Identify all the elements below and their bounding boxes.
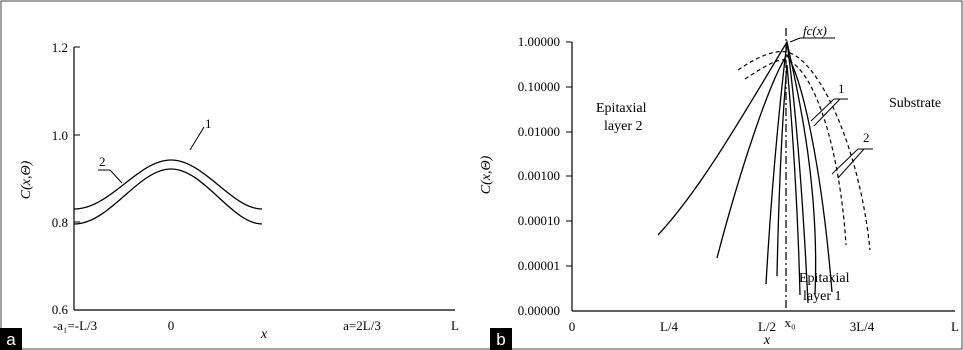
panel-b-fc-label: fc(x) — [803, 23, 827, 38]
panel-b-label-box — [490, 328, 512, 350]
panel-b-series-1-inner — [716, 53, 833, 293]
panel-b-curve-1-leader-b — [813, 98, 841, 127]
panel-b-annotation-epitaxial-layer-1-line1: Epitaxial — [799, 271, 850, 286]
panel-a-x-tick-label: a=2L/3 — [343, 318, 381, 333]
panel-b-x-tick-label: L/4 — [660, 319, 679, 334]
panel-a-x-tick-label: L — [451, 318, 459, 333]
panel-a: 1.2 1.0 0.8 0.6 -a₁=-L/3 0 a=2L/3 L x C(… — [0, 40, 459, 350]
panel-b-annotation-epitaxial-layer-1-line2: layer 1 — [803, 289, 841, 304]
panel-a-series-1 — [73, 159, 263, 210]
panel-b-y-tick-label: 0.00001 — [518, 258, 560, 273]
panel-b-y-tick-label: 0.10000 — [518, 79, 560, 94]
panel-a-y-axis-label: C(x,Θ) — [19, 160, 34, 199]
panel-b-y-tick-label: 0.00000 — [518, 303, 560, 318]
panel-b-x-tick-label: 3L/4 — [850, 319, 875, 334]
panel-b-curve-label-1: 1 — [838, 81, 845, 96]
panel-b-y-tick-label: 0.00100 — [518, 168, 560, 183]
panel-b-y-axis-label: C(x,Θ) — [479, 155, 494, 194]
panel-a-leader-1 — [189, 126, 205, 151]
panel-b-x-axis-label: x — [763, 333, 771, 348]
panel-a-x-axis-label: x — [260, 327, 268, 342]
panel-b-x-tick-label: x₀ — [784, 315, 795, 330]
panel-b-annotation-substrate: Substrate — [889, 96, 941, 111]
panel-b-curve-label-2: 2 — [863, 130, 870, 145]
panel-b-series-2-inner — [744, 59, 847, 246]
panel-b-fc-leader — [789, 37, 801, 43]
panel-b-x-tick-label: 0 — [569, 319, 576, 334]
panel-a-series-2 — [73, 168, 263, 225]
panel-b-label: b — [496, 330, 505, 349]
panel-b-series-fc — [765, 41, 809, 304]
panel-b-annotation-epitaxial-layer-2-line2: layer 2 — [604, 119, 642, 134]
panel-a-y-tick-label: 0.6 — [52, 302, 69, 317]
panel-b-curve-2-leader-b — [837, 148, 865, 179]
panel-a-label: a — [6, 330, 16, 349]
panel-a-y-tick-label: 1.0 — [52, 128, 68, 143]
panel-b: 1.00000 0.10000 0.01000 0.00100 0.00010 … — [479, 23, 959, 350]
panel-a-x-tick-label: 0 — [168, 318, 175, 333]
panel-b-series-fc-inner — [776, 64, 801, 296]
panel-a-leader-2b — [109, 169, 123, 184]
panel-a-curve-label-2: 2 — [99, 154, 106, 169]
panel-a-curve-label-1: 1 — [205, 116, 212, 131]
panel-b-x-tick-label: L/2 — [758, 319, 776, 334]
panel-b-x-tick-label: L — [951, 319, 959, 334]
panel-b-y-tick-label: 0.00010 — [518, 213, 560, 228]
panel-a-label-box — [0, 328, 22, 350]
panel-a-y-tick-label: 0.8 — [52, 215, 68, 230]
panel-b-y-tick-label: 1.00000 — [518, 34, 560, 49]
panel-b-curve-1-leader-a — [810, 98, 835, 122]
panel-b-curve-2-leader-a — [831, 148, 859, 175]
panel-a-x-tick-label: -a₁=-L/3 — [53, 318, 97, 333]
panel-b-series-2 — [737, 50, 871, 251]
panel-b-y-tick-label: 0.01000 — [518, 124, 560, 139]
panel-a-y-tick-label: 1.2 — [52, 40, 68, 55]
panel-b-annotation-epitaxial-layer-2-line1: Epitaxial — [596, 101, 647, 116]
